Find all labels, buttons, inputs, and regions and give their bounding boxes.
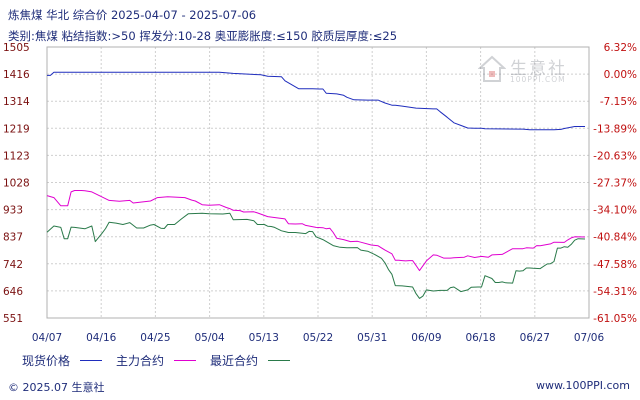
footer-copyright: © 2025.07 生意社 xyxy=(8,381,105,394)
x-axis-tick-label: 04/25 xyxy=(140,332,170,344)
y-axis-left-tick-label: 1219 xyxy=(3,123,30,135)
x-axis-tick-label: 06/09 xyxy=(411,332,441,344)
x-axis-tick-label: 04/07 xyxy=(32,332,62,344)
y-axis-right-tick-label: -7.15% xyxy=(600,96,637,108)
series-line-1 xyxy=(46,190,586,272)
y-axis-right-tick-label: 0.00% xyxy=(604,69,637,81)
legend-label-spot: 现货价格 xyxy=(22,354,71,368)
x-axis-tick-label: 07/06 xyxy=(574,332,605,344)
legend-label-main-contract: 主力合约 xyxy=(116,354,165,368)
x-axis-tick-label: 06/18 xyxy=(465,332,495,344)
y-axis-left-tick-label: 1123 xyxy=(3,150,30,162)
legend-swatch-nearest-contract xyxy=(268,360,291,361)
chart-legend: 现货价格 主力合约 最近合约 xyxy=(22,352,304,369)
watermark-text: 生意社 xyxy=(510,59,567,79)
watermark-logo: 生意社 100PPI.COM xyxy=(477,54,588,90)
y-axis-right-tick-label: -61.05% xyxy=(593,313,637,325)
watermark-subtext: 100PPI.COM xyxy=(510,75,566,84)
y-axis-right-tick-label: -34.10% xyxy=(593,205,637,217)
series-line-2 xyxy=(46,212,586,299)
y-axis-left-tick-label: 1416 xyxy=(3,69,30,81)
x-axis-tick-label: 05/04 xyxy=(194,332,225,344)
y-axis-right-tick-label: -40.84% xyxy=(593,232,637,244)
y-axis-right-tick-label: -20.63% xyxy=(593,150,637,162)
legend-item-main-contract: 主力合约 xyxy=(116,352,197,369)
legend-item-spot: 现货价格 xyxy=(22,352,103,369)
legend-item-nearest-contract: 最近合约 xyxy=(210,352,291,369)
y-axis-left-tick-label: 1028 xyxy=(3,178,30,190)
legend-swatch-spot xyxy=(80,360,103,361)
y-axis-left-tick-label: 742 xyxy=(3,259,23,271)
y-axis-left-tick-label: 1314 xyxy=(3,96,30,108)
chart-title: 炼焦煤 华北 综合价 2025-04-07 - 2025-07-06 xyxy=(8,8,257,22)
y-axis-left-tick-label: 837 xyxy=(3,232,23,244)
plot-border xyxy=(46,46,590,319)
x-axis-tick-label: 05/22 xyxy=(303,332,333,344)
x-axis-tick-label: 04/16 xyxy=(86,332,117,344)
y-axis-left-tick-label: 551 xyxy=(3,313,23,325)
y-axis-left-tick-label: 1505 xyxy=(3,42,30,54)
y-axis-left-tick-label: 646 xyxy=(3,286,23,298)
y-axis-right-tick-label: 6.32% xyxy=(604,42,637,54)
series-line-0 xyxy=(47,71,585,131)
y-axis-right-tick-label: -47.58% xyxy=(593,259,637,271)
y-axis-left-tick-label: 933 xyxy=(3,205,23,217)
house-logo-icon xyxy=(477,55,507,82)
legend-swatch-main-contract xyxy=(174,360,197,361)
chart-subtitle: 类别:焦煤 粘结指数:>50 挥发分:10-28 奥亚膨胀度:≤150 胶质层厚… xyxy=(8,29,398,43)
x-axis-tick-label: 06/27 xyxy=(520,332,550,344)
x-axis-tick-label: 05/31 xyxy=(357,332,387,344)
y-axis-right-tick-label: -13.89% xyxy=(593,123,637,135)
legend-label-nearest-contract: 最近合约 xyxy=(210,354,259,368)
x-axis-tick-label: 05/13 xyxy=(249,332,279,344)
y-axis-right-tick-label: -27.37% xyxy=(593,178,637,190)
y-axis-right-tick-label: -54.31% xyxy=(593,286,637,298)
footer-site-link[interactable]: www.100PPI.com xyxy=(536,379,630,392)
